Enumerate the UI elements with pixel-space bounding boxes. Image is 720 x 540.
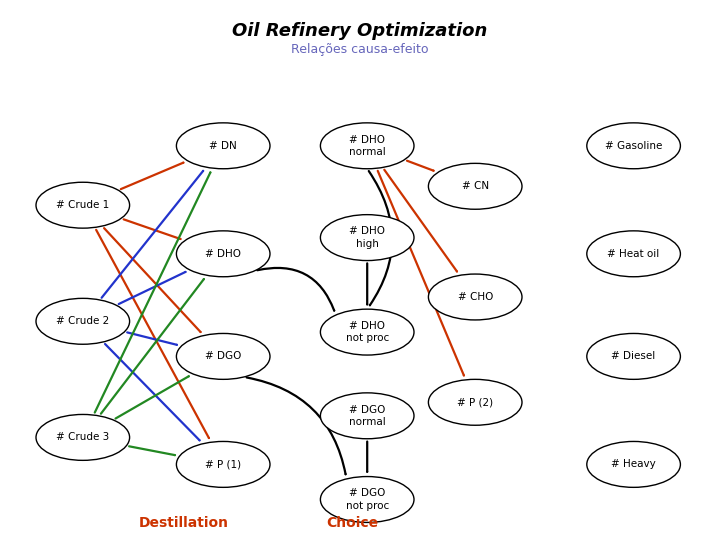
- FancyArrowPatch shape: [105, 344, 199, 440]
- Text: Choice: Choice: [327, 516, 379, 530]
- Text: # Crude 3: # Crude 3: [56, 433, 109, 442]
- FancyArrowPatch shape: [378, 171, 464, 375]
- Ellipse shape: [320, 214, 414, 260]
- FancyArrowPatch shape: [129, 446, 175, 455]
- Text: # CN: # CN: [462, 181, 489, 191]
- FancyArrowPatch shape: [115, 376, 189, 419]
- Ellipse shape: [428, 274, 522, 320]
- Ellipse shape: [36, 415, 130, 460]
- FancyArrowPatch shape: [104, 228, 201, 332]
- Ellipse shape: [36, 183, 130, 228]
- Text: Destillation: Destillation: [138, 516, 229, 530]
- FancyArrowPatch shape: [257, 268, 334, 310]
- Ellipse shape: [587, 231, 680, 276]
- Ellipse shape: [176, 123, 270, 168]
- Text: # P (1): # P (1): [205, 460, 241, 469]
- FancyArrowPatch shape: [369, 171, 392, 305]
- FancyArrowPatch shape: [102, 171, 203, 298]
- Ellipse shape: [320, 393, 414, 438]
- Text: # Crude 2: # Crude 2: [56, 316, 109, 326]
- FancyArrowPatch shape: [121, 163, 184, 189]
- Ellipse shape: [176, 333, 270, 379]
- Ellipse shape: [320, 309, 414, 355]
- Ellipse shape: [36, 298, 130, 345]
- FancyArrowPatch shape: [95, 172, 210, 413]
- Text: Oil Refinery Optimization: Oil Refinery Optimization: [233, 22, 487, 39]
- Ellipse shape: [320, 123, 414, 168]
- FancyArrowPatch shape: [127, 333, 177, 345]
- Text: # DN: # DN: [210, 141, 237, 151]
- Text: # P (2): # P (2): [457, 397, 493, 407]
- FancyArrowPatch shape: [384, 170, 457, 272]
- Text: # Heat oil: # Heat oil: [608, 249, 660, 259]
- Ellipse shape: [176, 442, 270, 487]
- Ellipse shape: [320, 476, 414, 523]
- FancyArrowPatch shape: [101, 279, 204, 414]
- Ellipse shape: [587, 442, 680, 487]
- Text: # Crude 1: # Crude 1: [56, 200, 109, 210]
- FancyArrowPatch shape: [247, 377, 346, 474]
- Text: # DGO
normal: # DGO normal: [348, 404, 386, 427]
- Text: Relações causa-efeito: Relações causa-efeito: [292, 43, 428, 56]
- FancyArrowPatch shape: [407, 161, 433, 171]
- Text: # DHO: # DHO: [205, 249, 241, 259]
- FancyArrowPatch shape: [124, 219, 181, 239]
- Text: # DHO
high: # DHO high: [349, 226, 385, 249]
- Ellipse shape: [428, 163, 522, 209]
- Text: # DHO
normal: # DHO normal: [348, 134, 386, 157]
- Text: # DGO: # DGO: [205, 352, 241, 361]
- Ellipse shape: [176, 231, 270, 276]
- Ellipse shape: [587, 333, 680, 379]
- Ellipse shape: [428, 379, 522, 426]
- Text: # DGO
not proc: # DGO not proc: [346, 488, 389, 511]
- Text: # DHO
not proc: # DHO not proc: [346, 321, 389, 343]
- Text: # Gasoline: # Gasoline: [605, 141, 662, 151]
- FancyArrowPatch shape: [119, 272, 186, 304]
- Ellipse shape: [587, 123, 680, 168]
- FancyArrowPatch shape: [96, 230, 209, 438]
- Text: # Heavy: # Heavy: [611, 460, 656, 469]
- Text: # Diesel: # Diesel: [611, 352, 656, 361]
- Text: # CHO: # CHO: [457, 292, 493, 302]
